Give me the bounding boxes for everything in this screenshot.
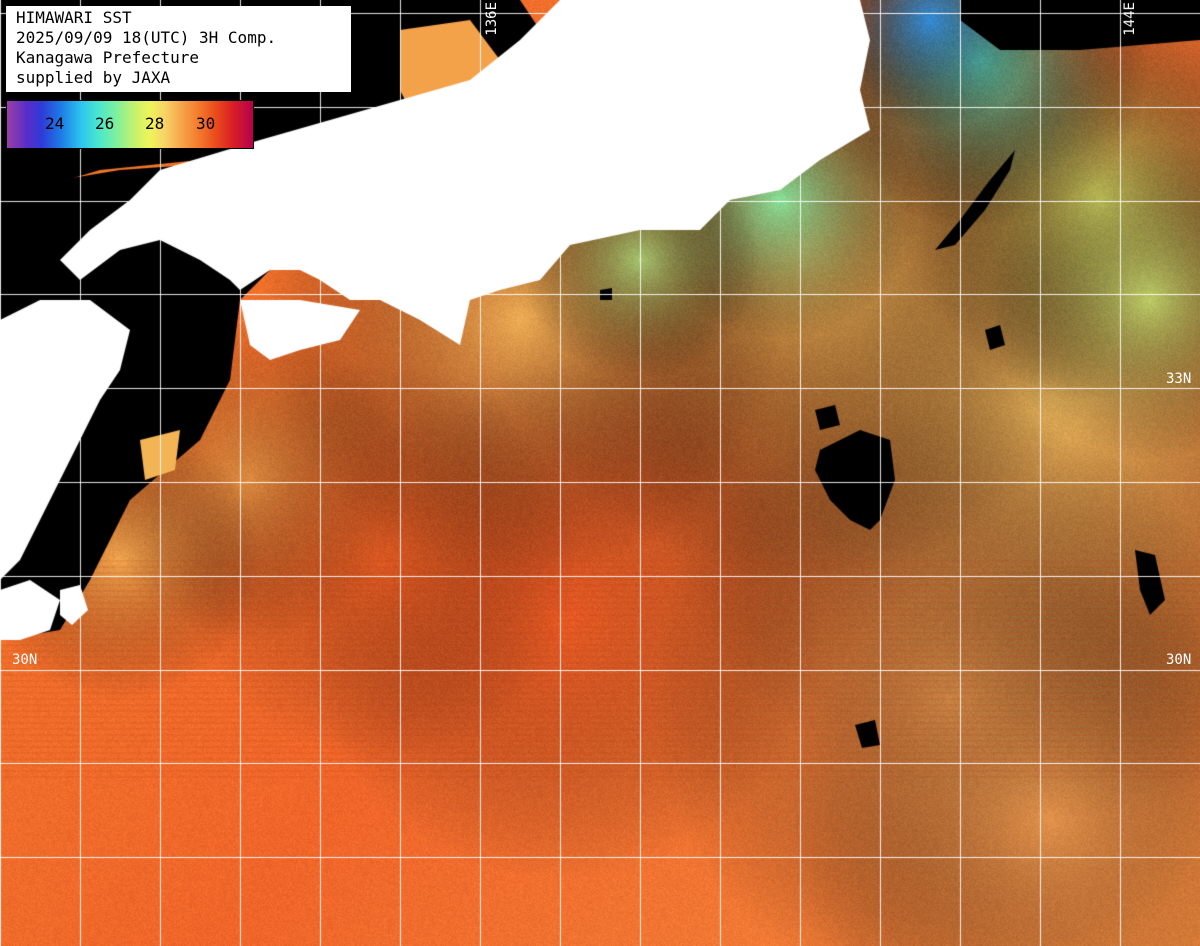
- title-line-2: 2025/09/09 18(UTC) 3H Comp.: [16, 28, 277, 47]
- legend-tick-26: 26: [95, 114, 115, 133]
- title-line-1: HIMAWARI SST: [16, 8, 132, 27]
- legend-tick-28: 28: [145, 114, 165, 133]
- title-line-3: Kanagawa Prefecture: [16, 48, 200, 67]
- lat-label-33-right: 33N: [1166, 371, 1192, 387]
- temperature-legend: 24 26 28 30: [6, 100, 254, 149]
- lat-label-33-left: 33: [10, 371, 27, 387]
- legend-tick-30: 30: [196, 114, 216, 133]
- lon-label-144: 144E: [1122, 2, 1138, 36]
- title-line-4: supplied by JAXA: [16, 68, 171, 87]
- lat-label-30-right: 30N: [1166, 652, 1192, 668]
- lat-label-30-left: 30N: [12, 652, 38, 668]
- lon-label-136: 136E: [484, 2, 500, 36]
- title-box: HIMAWARI SST 2025/09/09 18(UTC) 3H Comp.…: [6, 6, 351, 92]
- legend-tick-24: 24: [45, 114, 65, 133]
